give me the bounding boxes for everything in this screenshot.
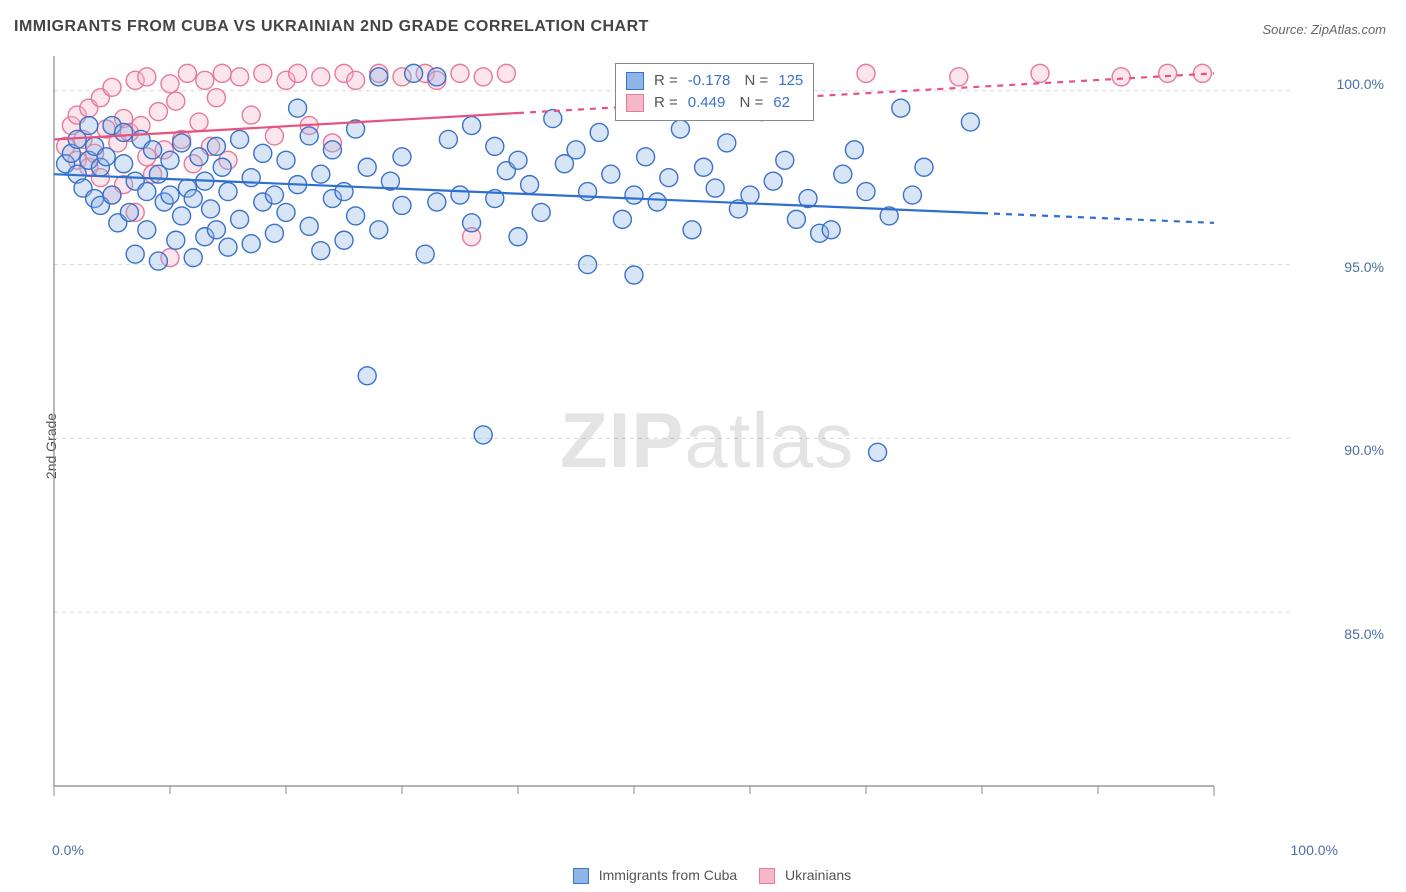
legend-swatch-cuba (573, 868, 589, 884)
xtick-label-min: 0.0% (52, 842, 84, 858)
stats-r-label: R = (654, 70, 678, 92)
ytick-label: 95.0% (1344, 259, 1384, 275)
ytick-label: 90.0% (1344, 442, 1384, 458)
legend-swatch-ukr (626, 94, 644, 112)
stats-n-label: N = (735, 92, 763, 114)
stats-r-label: R = (654, 92, 678, 114)
legend-swatch-cuba (626, 72, 644, 90)
stats-n-ukr: 62 (773, 92, 790, 114)
ytick-label: 100.0% (1337, 76, 1384, 92)
chart-svg (52, 56, 1294, 826)
legend-label-cuba: Immigrants from Cuba (599, 867, 737, 883)
plot-area (52, 56, 1294, 826)
stats-r-ukr: 0.449 (688, 92, 726, 114)
legend-swatch-ukr (759, 868, 775, 884)
chart-container: IMMIGRANTS FROM CUBA VS UKRAINIAN 2ND GR… (0, 0, 1406, 892)
source-text: Source: ZipAtlas.com (1262, 22, 1386, 37)
legend-label-ukr: Ukrainians (785, 867, 851, 883)
bottom-legend: Immigrants from Cuba Ukrainians (0, 867, 1406, 884)
xtick-label-max: 100.0% (1291, 842, 1338, 858)
ytick-label: 85.0% (1344, 626, 1384, 642)
stats-row-ukr: R = 0.449 N = 62 (626, 92, 803, 114)
stats-r-cuba: -0.178 (688, 70, 731, 92)
stats-legend: R = -0.178 N = 125 R = 0.449 N = 62 (615, 63, 814, 121)
chart-title: IMMIGRANTS FROM CUBA VS UKRAINIAN 2ND GR… (14, 18, 649, 36)
stats-row-cuba: R = -0.178 N = 125 (626, 70, 803, 92)
stats-n-cuba: 125 (778, 70, 803, 92)
stats-n-label: N = (740, 70, 768, 92)
